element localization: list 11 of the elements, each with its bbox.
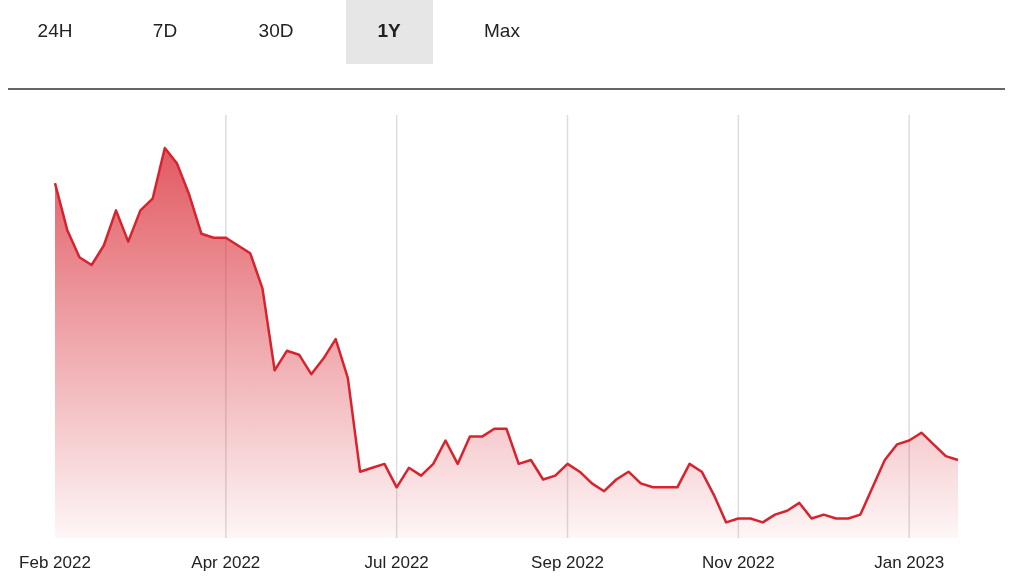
text: 1Y bbox=[377, 20, 401, 41]
x-tick-label: Jan 2023 bbox=[874, 553, 945, 572]
text: 7D bbox=[152, 20, 178, 41]
x-tick-label: Apr 2022 bbox=[191, 553, 261, 572]
x-tick-label: Nov 2022 bbox=[701, 553, 775, 572]
text: 30D bbox=[258, 20, 294, 41]
x-tick-label: Feb 2022 bbox=[19, 553, 91, 572]
text: Max bbox=[484, 20, 521, 41]
x-tick-label: Jul 2022 bbox=[364, 553, 429, 572]
text: 24H bbox=[37, 20, 73, 41]
x-tick-label: Sep 2022 bbox=[531, 553, 604, 572]
